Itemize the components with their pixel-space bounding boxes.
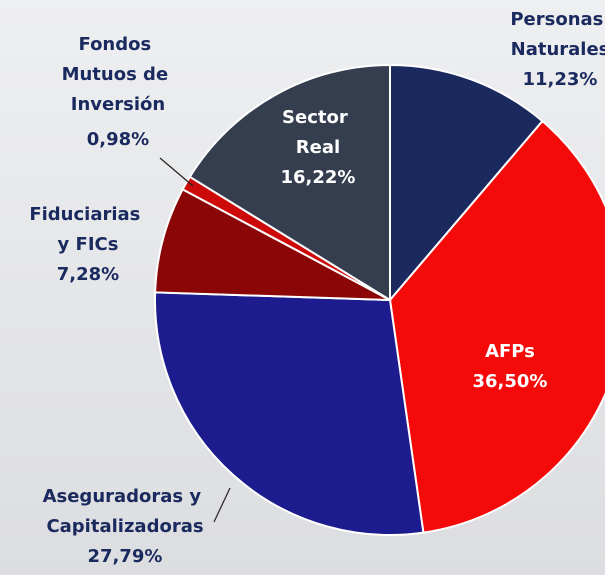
value-label: 11,23% bbox=[523, 69, 598, 90]
pie-slice bbox=[388, 119, 605, 534]
pie-slice bbox=[389, 63, 544, 303]
label-line: Mutuos de bbox=[62, 64, 175, 85]
value-label: 7,28% bbox=[57, 264, 119, 285]
label-line: Sector bbox=[282, 107, 354, 128]
leader-line bbox=[159, 157, 194, 187]
pie-slice bbox=[188, 63, 391, 302]
value-label: 36,50% bbox=[473, 371, 548, 392]
pie-slice bbox=[154, 188, 391, 301]
category-label: Fiduciarias y FICs bbox=[29, 204, 146, 255]
value-label: 0,98% bbox=[87, 129, 149, 150]
label-line: Personas bbox=[510, 9, 605, 30]
pie bbox=[154, 63, 605, 536]
label-line: Inversión bbox=[71, 94, 165, 115]
category-label: Sector Real bbox=[282, 107, 354, 158]
category-label: Personas Naturales bbox=[510, 9, 605, 60]
label-line: Real bbox=[296, 137, 340, 158]
label-line: Naturales bbox=[511, 39, 605, 60]
label-line: Aseguradoras y bbox=[43, 486, 208, 507]
value-label: 16,22% bbox=[281, 167, 356, 188]
category-label: Aseguradoras y Capitalizadoras bbox=[43, 486, 208, 537]
label-line: y FICs bbox=[58, 234, 119, 255]
label-line: Fondos bbox=[79, 34, 158, 55]
leader-line bbox=[213, 487, 231, 523]
category-label: AFPs bbox=[485, 341, 535, 362]
pie-slice bbox=[154, 291, 425, 536]
label-line: Fiduciarias bbox=[29, 204, 146, 225]
value-label: 27,79% bbox=[88, 546, 163, 567]
label-line: AFPs bbox=[485, 341, 535, 362]
labels: Personas Naturales 11,23% AFPs 36,50% Asegur… bbox=[29, 9, 605, 567]
category-label: Fondos Mutuos de Inversión bbox=[62, 34, 175, 115]
label-line: Capitalizadoras bbox=[46, 516, 203, 537]
